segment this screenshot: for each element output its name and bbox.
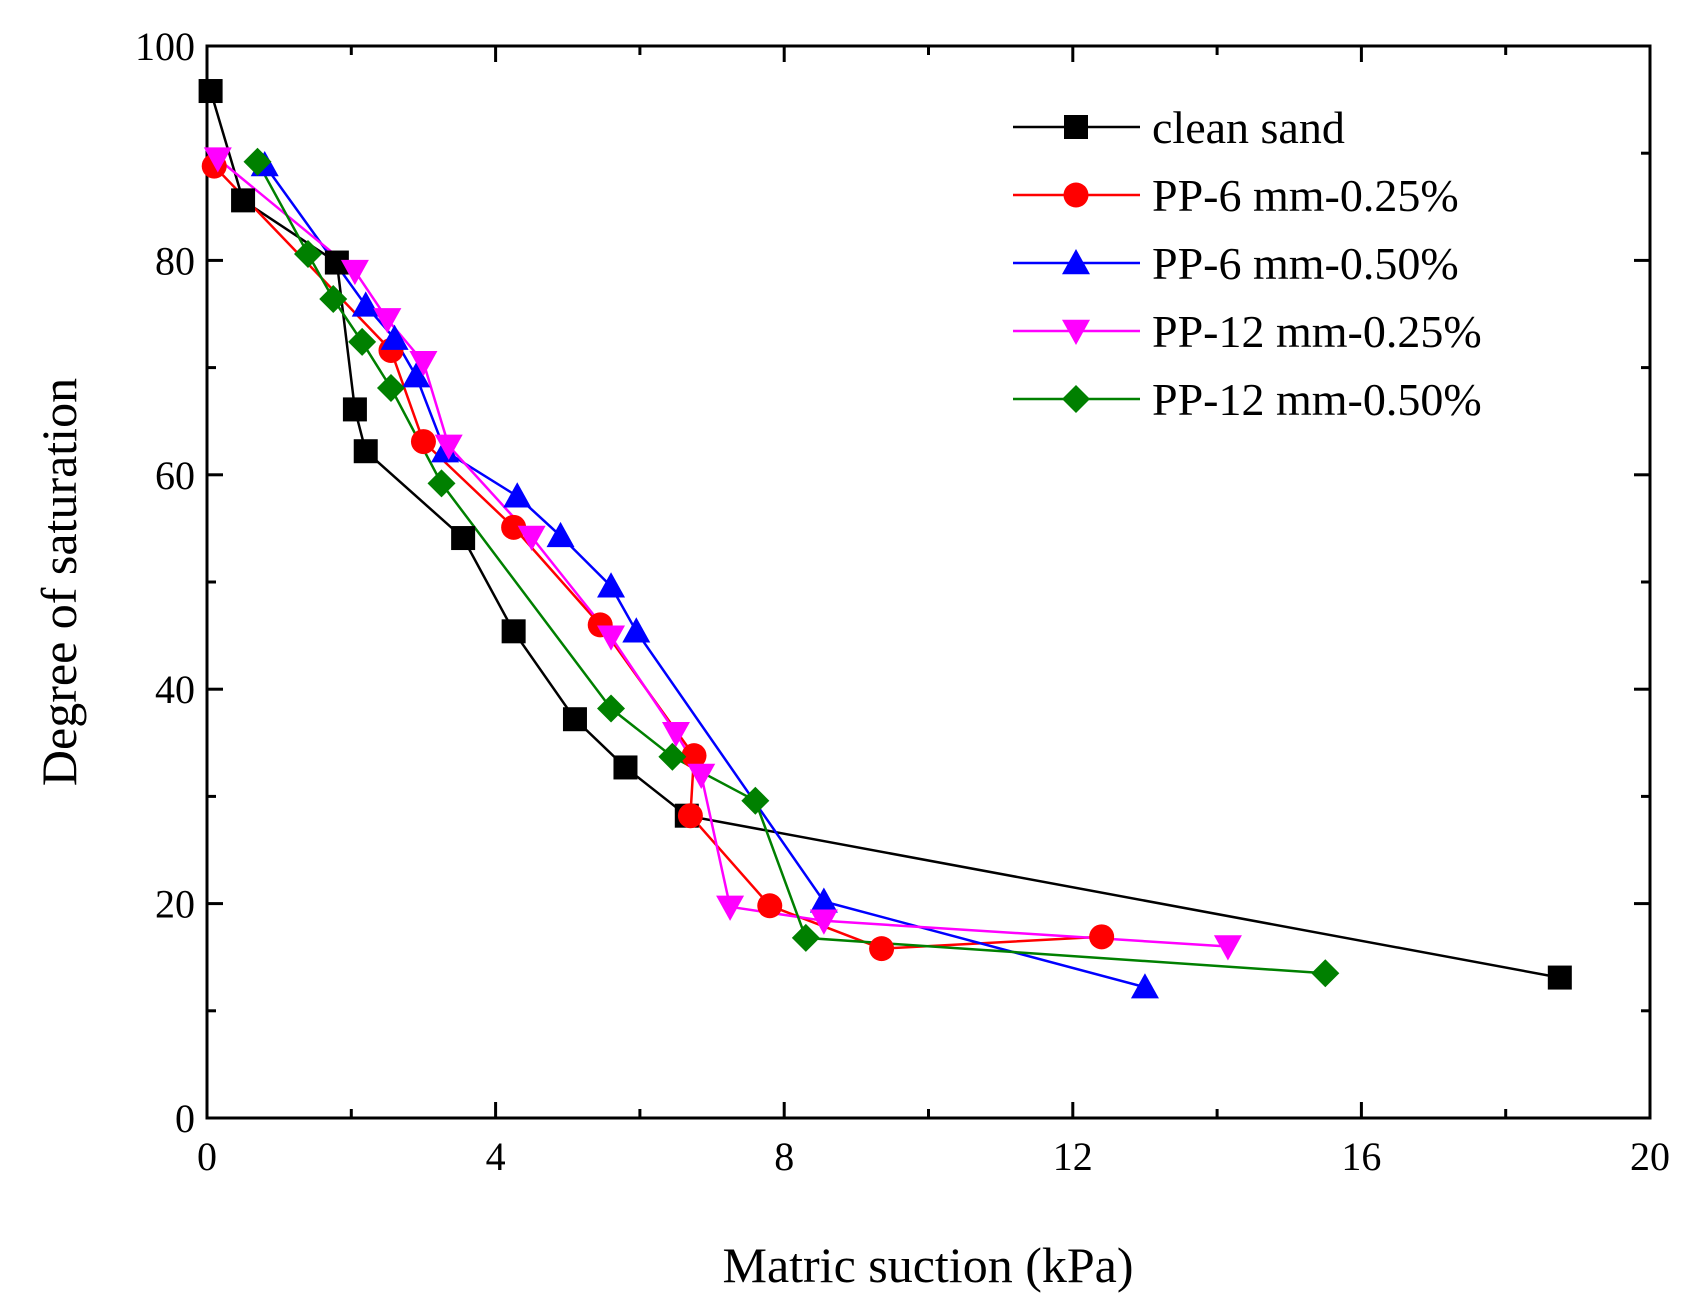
data-point-series-2	[597, 572, 626, 598]
data-point-series-2	[546, 521, 575, 548]
data-point-series-3	[373, 308, 402, 334]
data-point-series-3	[340, 259, 369, 286]
data-point-series-1	[681, 743, 707, 769]
series-line-1	[213, 165, 1102, 950]
data-point-series-0	[613, 755, 638, 780]
legend-marker	[1062, 249, 1090, 275]
legend-label: clean sand	[1152, 102, 1345, 153]
x-tick-label: 12	[1053, 1134, 1093, 1179]
y-tick-label: 100	[135, 24, 195, 69]
y-tick-label: 80	[155, 238, 195, 283]
series-line-0	[209, 90, 1561, 979]
legend: clean sand PP-6 mm-0.25% PP-6 mm-0.50% PP-1…	[1013, 102, 1482, 425]
tick-labels: 0 4 8 12 16 20 0 20 40 60 80 100	[135, 24, 1670, 1179]
legend-marker	[1062, 319, 1090, 345]
data-point-series-3	[716, 895, 745, 921]
data-point-series-1	[757, 893, 783, 919]
data-point-series-3	[409, 351, 438, 377]
data-point-series-4	[243, 147, 272, 176]
data-point-series-4	[1311, 959, 1340, 988]
data-point-series-4	[294, 239, 323, 268]
data-point-series-0	[501, 619, 526, 644]
data-point-series-3	[203, 147, 232, 173]
x-tick-label: 4	[486, 1134, 506, 1179]
y-tick-label: 60	[155, 453, 195, 498]
data-point-series-0	[451, 526, 476, 551]
data-point-series-4	[348, 327, 377, 356]
data-point-series-2	[1130, 973, 1159, 999]
data-point-series-1	[410, 429, 436, 455]
y-tick-label: 20	[155, 882, 195, 927]
data-point-series-2	[402, 362, 431, 388]
series-lines	[209, 90, 1561, 989]
data-point-series-4	[376, 373, 405, 402]
data-point-series-2	[503, 482, 532, 508]
data-point-series-0	[562, 707, 587, 732]
data-point-series-1	[677, 803, 703, 829]
data-point-series-0	[342, 397, 367, 422]
legend-label: PP-6 mm-0.25%	[1152, 170, 1459, 221]
y-axis-title: Degree of saturation	[31, 378, 87, 786]
legend-marker	[1064, 115, 1088, 139]
data-point-series-0	[1547, 965, 1572, 990]
data-point-series-4	[597, 694, 626, 723]
data-point-series-0	[198, 79, 223, 104]
legend-label: PP-12 mm-0.50%	[1152, 374, 1482, 425]
data-point-series-1	[501, 514, 527, 540]
data-point-series-3	[1213, 935, 1242, 961]
data-point-series-3	[809, 909, 838, 935]
data-point-series-4	[741, 786, 770, 815]
data-point-series-3	[597, 625, 626, 651]
data-point-series-2	[809, 887, 838, 913]
data-point-series-4	[427, 469, 456, 498]
data-point-series-2	[351, 291, 380, 317]
legend-label: PP-12 mm-0.25%	[1152, 306, 1482, 357]
data-point-series-2	[380, 324, 409, 350]
data-point-series-0	[353, 439, 378, 464]
data-point-series-4	[791, 923, 820, 952]
data-point-series-3	[687, 763, 716, 789]
axis-ticks	[205, 44, 1652, 1120]
x-tick-label: 8	[774, 1134, 794, 1179]
x-tick-label: 0	[197, 1134, 217, 1179]
series-line-2	[263, 164, 1146, 989]
legend-label: PP-6 mm-0.50%	[1152, 238, 1459, 289]
x-tick-label: 16	[1341, 1134, 1381, 1179]
data-point-series-1	[1089, 924, 1115, 950]
x-axis-title: Matric suction (kPa)	[722, 1237, 1133, 1293]
series-line-3	[217, 157, 1228, 948]
y-tick-label: 40	[155, 667, 195, 712]
data-point-series-1	[869, 936, 895, 962]
data-point-series-4	[658, 742, 687, 771]
legend-marker	[1062, 385, 1090, 413]
y-tick-label: 0	[175, 1096, 195, 1141]
data-point-series-2	[622, 617, 651, 643]
series-markers	[198, 79, 1572, 999]
data-point-series-3	[517, 525, 546, 551]
data-point-series-0	[231, 188, 256, 213]
data-point-series-4	[319, 284, 348, 313]
data-point-series-3	[434, 434, 463, 460]
x-tick-label: 20	[1630, 1134, 1670, 1179]
legend-marker	[1063, 182, 1089, 208]
data-point-series-3	[661, 721, 690, 748]
